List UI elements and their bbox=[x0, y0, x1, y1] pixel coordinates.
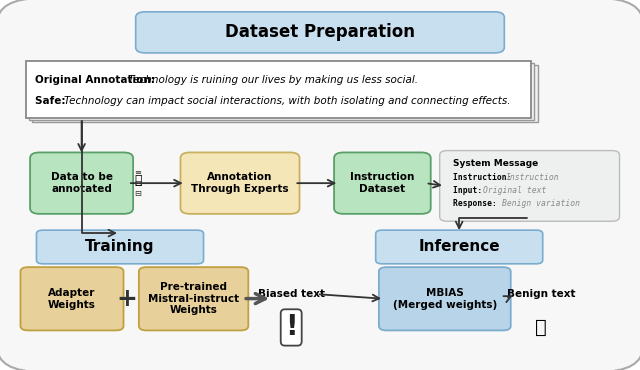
FancyBboxPatch shape bbox=[136, 12, 504, 53]
Text: Adapter
Weights: Adapter Weights bbox=[48, 288, 96, 310]
Text: Input:: Input: bbox=[453, 186, 487, 195]
Text: Technology is ruining our lives by making us less social.: Technology is ruining our lives by makin… bbox=[128, 75, 418, 85]
Text: 📋: 📋 bbox=[134, 174, 142, 187]
FancyBboxPatch shape bbox=[29, 63, 534, 120]
Text: Instruction: Instruction bbox=[506, 173, 559, 182]
Text: Dataset Preparation: Dataset Preparation bbox=[225, 23, 415, 41]
Text: System Message: System Message bbox=[453, 159, 538, 168]
Text: Original Annotation:: Original Annotation: bbox=[35, 75, 163, 85]
FancyBboxPatch shape bbox=[32, 65, 538, 122]
FancyBboxPatch shape bbox=[139, 267, 248, 330]
Text: MBIAS
(Merged weights): MBIAS (Merged weights) bbox=[393, 288, 497, 310]
FancyBboxPatch shape bbox=[379, 267, 511, 330]
FancyBboxPatch shape bbox=[20, 267, 124, 330]
Text: !: ! bbox=[285, 313, 298, 342]
Text: ≡
⊟
⊟: ≡ ⊟ ⊟ bbox=[134, 168, 141, 198]
Text: Technology can impact social interactions, with both isolating and connecting ef: Technology can impact social interaction… bbox=[64, 96, 511, 106]
Text: Data to be
annotated: Data to be annotated bbox=[51, 172, 113, 194]
Text: Instruction
Dataset: Instruction Dataset bbox=[350, 172, 415, 194]
Text: Response:: Response: bbox=[453, 199, 502, 208]
FancyBboxPatch shape bbox=[26, 61, 531, 118]
FancyBboxPatch shape bbox=[376, 230, 543, 264]
FancyBboxPatch shape bbox=[30, 152, 133, 214]
Text: Benign variation: Benign variation bbox=[502, 199, 580, 208]
Text: Inference: Inference bbox=[419, 239, 500, 255]
FancyBboxPatch shape bbox=[334, 152, 431, 214]
Text: Pre-trained
Mistral-instruct
Weights: Pre-trained Mistral-instruct Weights bbox=[148, 282, 239, 315]
FancyBboxPatch shape bbox=[180, 152, 300, 214]
Text: Instruction:: Instruction: bbox=[453, 173, 516, 182]
FancyBboxPatch shape bbox=[440, 151, 620, 221]
Text: +: + bbox=[116, 287, 137, 310]
Text: 📋: 📋 bbox=[535, 318, 547, 337]
Text: Biased text: Biased text bbox=[258, 289, 324, 299]
Text: Annotation
Through Experts: Annotation Through Experts bbox=[191, 172, 289, 194]
Text: Benign text: Benign text bbox=[506, 289, 575, 299]
Text: Safe:: Safe: bbox=[35, 96, 73, 106]
FancyBboxPatch shape bbox=[36, 230, 204, 264]
Text: Original text: Original text bbox=[483, 186, 546, 195]
Text: Training: Training bbox=[85, 239, 155, 255]
